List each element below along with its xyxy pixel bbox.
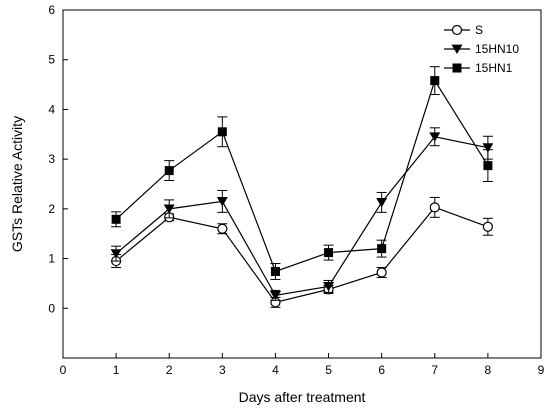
- data-point: [217, 223, 228, 234]
- legend-item-15HN10: 15HN10: [444, 42, 519, 56]
- y-tick-label: 6: [48, 3, 55, 17]
- legend-item-15HN1: 15HN1: [444, 61, 513, 75]
- x-tick-label: 2: [166, 363, 173, 377]
- x-axis-ticks: 0 1 2 3 4 5 6 7 8 9: [60, 353, 545, 377]
- y-tick-label: 5: [48, 53, 55, 67]
- y-tick-label: 3: [48, 152, 55, 166]
- data-point: [163, 204, 175, 214]
- y-tick-label: 1: [48, 252, 55, 266]
- series-line: [115, 79, 489, 273]
- y-tick-label: 4: [48, 102, 55, 116]
- x-tick-label: 3: [219, 363, 226, 377]
- series-layer: [110, 66, 494, 308]
- y-axis-label: GSTs Relative Activity: [9, 116, 25, 252]
- data-point: [110, 249, 122, 259]
- legend-label: S: [475, 23, 483, 37]
- legend-item-S: S: [444, 23, 483, 37]
- x-axis-label: Days after treatment: [239, 389, 366, 405]
- series-15HN1: [111, 66, 493, 280]
- data-point: [217, 127, 227, 137]
- data-point: [270, 266, 280, 276]
- legend-label: 15HN1: [475, 61, 513, 75]
- data-point: [482, 221, 493, 232]
- x-tick-label: 8: [485, 363, 492, 377]
- y-tick-label: 2: [48, 202, 55, 216]
- axes: [62, 9, 542, 359]
- data-point: [269, 290, 281, 301]
- data-point: [164, 166, 174, 176]
- x-tick-label: 9: [538, 363, 545, 377]
- data-point: [483, 161, 493, 171]
- legend-label: 15HN10: [475, 42, 519, 56]
- x-tick-label: 4: [272, 363, 279, 377]
- data-point: [429, 202, 440, 213]
- series-line: [115, 136, 489, 297]
- x-tick-label: 1: [113, 363, 120, 377]
- data-point: [216, 197, 228, 207]
- x-tick-label: 6: [378, 363, 385, 377]
- x-tick-label: 0: [60, 363, 67, 377]
- data-point: [377, 244, 387, 254]
- legend-marker: [451, 24, 463, 36]
- data-point: [430, 76, 440, 86]
- x-tick-label: 7: [431, 363, 438, 377]
- data-point: [324, 248, 334, 258]
- legend-marker: [452, 63, 462, 73]
- data-point: [429, 132, 441, 142]
- data-point: [376, 197, 388, 208]
- series-15HN10: [110, 127, 494, 301]
- data-point: [323, 282, 335, 292]
- data-point: [376, 267, 387, 278]
- plot-frame: [62, 9, 542, 359]
- y-tick-label: 0: [48, 301, 55, 315]
- data-point: [482, 143, 494, 153]
- legend-marker: [451, 44, 463, 54]
- series-line: [115, 206, 489, 303]
- x-tick-label: 5: [325, 363, 332, 377]
- data-point: [111, 214, 121, 224]
- legend: S 15HN10 15HN1: [444, 23, 519, 75]
- y-axis-ticks: 0 1 2 3 4 5 6: [48, 3, 68, 315]
